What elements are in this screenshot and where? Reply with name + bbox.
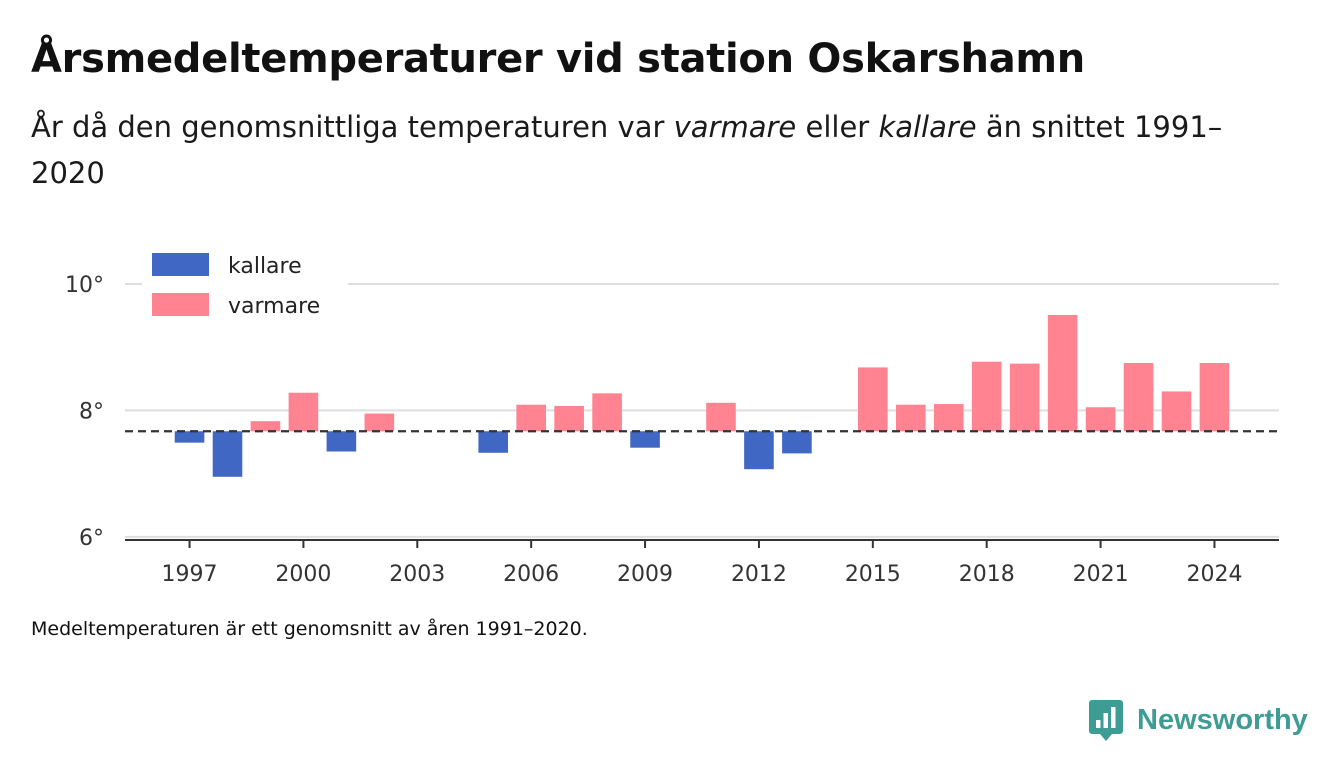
x-tick-label-2003: 2003 [389, 562, 445, 587]
bar-2008 [592, 393, 622, 432]
bar-2002 [364, 413, 395, 432]
brand-name: Newsworthy [1137, 703, 1308, 736]
legend-swatch-colder [152, 253, 209, 276]
chart-subtitle: År då den genomsnittliga temperaturen va… [31, 104, 1251, 196]
subtitle-text-3: än snittet 1991–2020 [31, 110, 1223, 190]
y-axis-ticks: 6° 8° 10° [65, 273, 104, 551]
x-tick-label-2012: 2012 [731, 562, 787, 587]
y-tick-label-10: 10° [65, 273, 104, 298]
bar-2015 [858, 367, 888, 432]
bar-2020 [1047, 314, 1078, 432]
bar-2007 [554, 405, 584, 432]
subtitle-text-1: År då den genomsnittliga temperaturen va… [31, 110, 674, 144]
bar-2021 [1085, 407, 1116, 432]
bar-2005 [478, 431, 509, 453]
bar-2011 [706, 402, 736, 432]
legend-label-colder: kallare [228, 254, 302, 279]
bar-2013 [782, 431, 812, 454]
bar-2018 [971, 361, 1002, 432]
y-tick-label-8: 8° [79, 399, 104, 424]
legend-swatch-warmer [152, 293, 209, 316]
bar-2022 [1123, 362, 1154, 432]
bar-2017 [933, 404, 964, 432]
y-tick-label-6: 6° [79, 526, 104, 551]
x-tick-label-2015: 2015 [845, 562, 901, 587]
bar-2023 [1161, 391, 1192, 432]
bar-2019 [1009, 363, 1040, 432]
subtitle-text-2: eller [796, 110, 879, 144]
x-tick-label-2018: 2018 [959, 562, 1015, 587]
bar-2001 [326, 431, 357, 452]
newsworthy-logo-icon [1089, 700, 1123, 741]
x-tick-label-2006: 2006 [503, 562, 559, 587]
brand-logo: Newsworthy [1088, 698, 1308, 742]
x-axis-ticks: 1997 2000 2003 2006 2009 2012 2015 2018 2021 2024 [162, 540, 1242, 587]
bar-1998 [212, 431, 243, 477]
chart-title: Årsmedeltemperaturer vid station Oskarsh… [31, 36, 1085, 82]
x-tick-label-2024: 2024 [1186, 562, 1242, 587]
legend-label-warmer: varmare [228, 294, 320, 319]
bar-2006 [516, 404, 546, 432]
legend: kallare varmare [142, 245, 348, 325]
temperature-bar-chart: 1997 2000 2003 2006 2009 2012 2015 2018 2021 2024… [65, 245, 1279, 587]
bar-2012 [744, 431, 774, 470]
bar-1997 [174, 431, 205, 443]
x-tick-label-2000: 2000 [275, 562, 331, 587]
bar-2009 [630, 431, 660, 448]
bar-1999 [250, 421, 281, 432]
bar-series [174, 314, 1230, 477]
subtitle-emphasis-warmer: varmare [673, 110, 797, 144]
bar-2016 [895, 404, 926, 432]
bar-2000 [288, 392, 319, 432]
x-tick-label-2009: 2009 [617, 562, 673, 587]
x-tick-label-1997: 1997 [162, 562, 218, 587]
x-tick-label-2021: 2021 [1073, 562, 1129, 587]
footnote: Medeltemperaturen är ett genomsnitt av å… [31, 618, 588, 640]
subtitle-emphasis-colder: kallare [878, 110, 977, 144]
bar-2024 [1199, 362, 1230, 432]
